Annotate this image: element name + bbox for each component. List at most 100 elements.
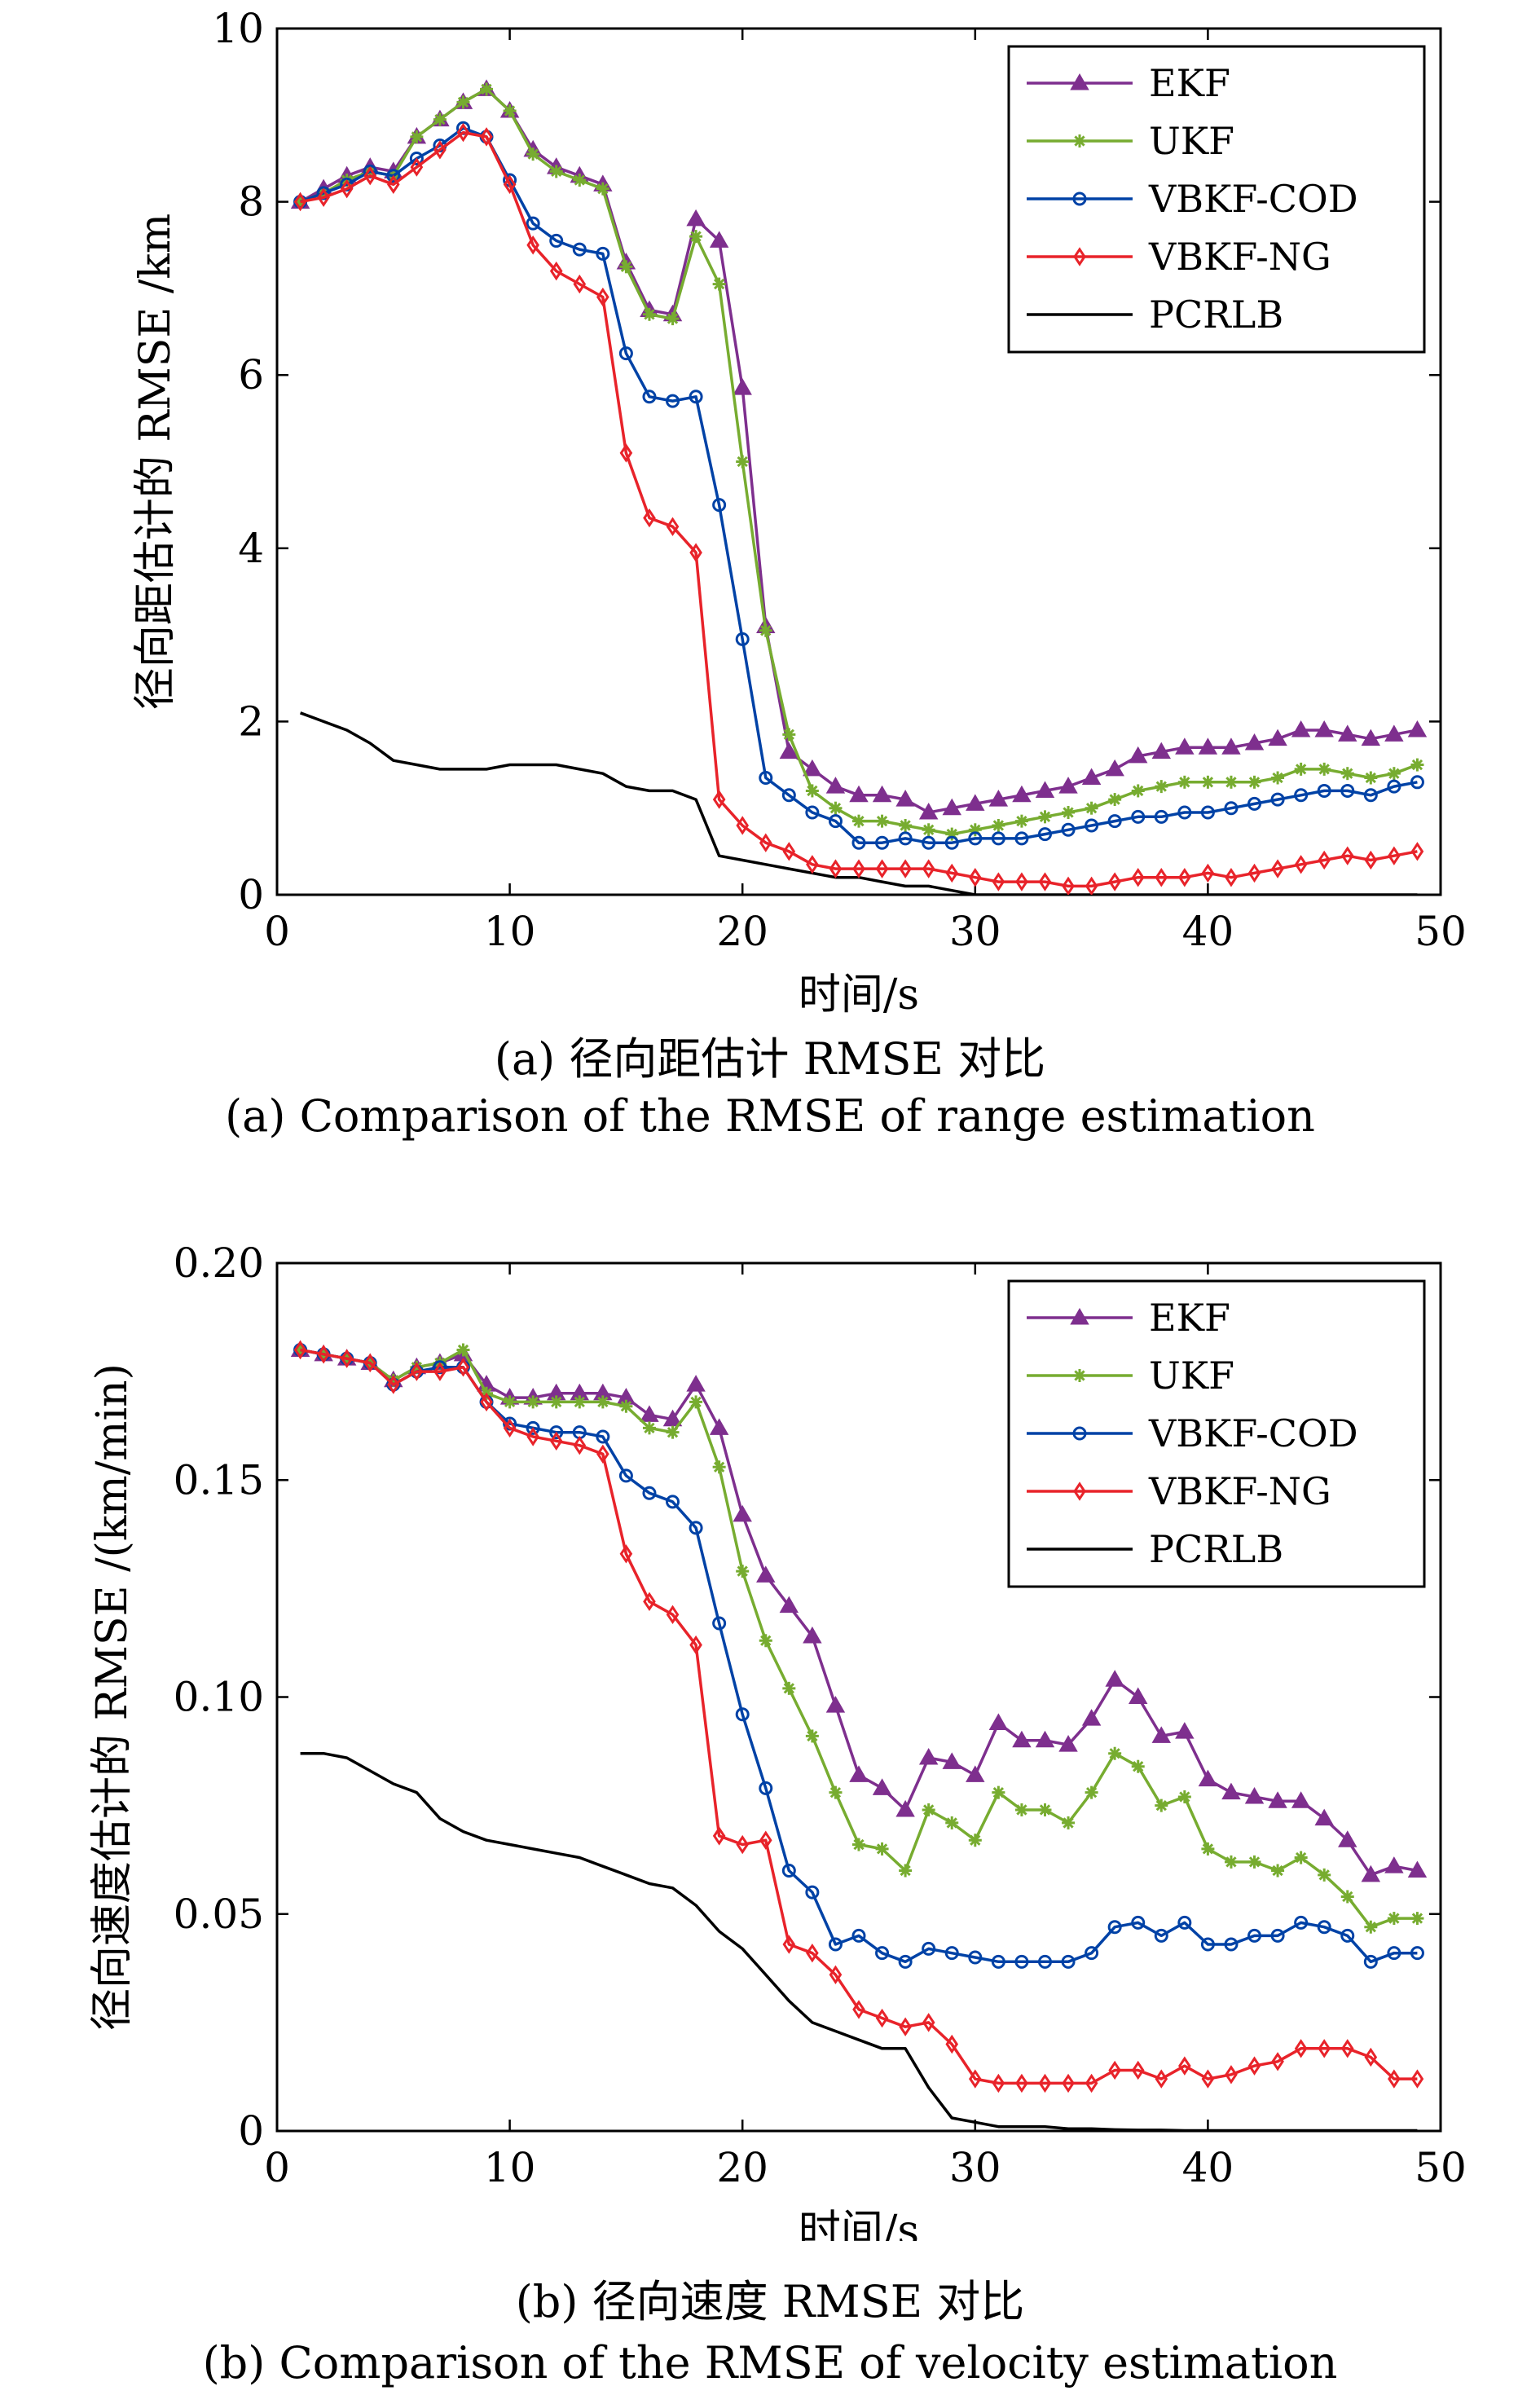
data-point [409, 151, 424, 165]
data-point [1224, 1855, 1238, 1869]
data-point [1244, 1786, 1265, 1804]
data-point [829, 1785, 843, 1799]
data-point [1340, 1890, 1354, 1904]
legend-marker [1070, 1307, 1089, 1325]
data-point [1294, 2039, 1308, 2058]
figure-velocity-rmse: 0 10 20 30 40 50 0 0.05 0.10 0.15 0.20 时间/s 径向速度估计的 … [0, 1222, 1540, 2395]
data-point [968, 1834, 982, 1847]
data-point [1131, 2060, 1145, 2080]
x-tick-label: 30 [949, 2144, 1001, 2191]
data-point [293, 192, 307, 212]
data-point [1015, 2073, 1028, 2093]
data-point [410, 157, 424, 177]
legend-marker [1073, 1369, 1086, 1382]
data-point [1128, 1687, 1148, 1704]
data-point [1085, 1785, 1098, 1799]
data-point [825, 777, 846, 794]
legend-marker [1073, 134, 1086, 147]
data-point [1314, 720, 1334, 737]
data-point [852, 2000, 865, 2019]
data-point [642, 1486, 657, 1500]
data-point [1131, 1759, 1145, 1773]
data-point [781, 1864, 796, 1878]
data-point [549, 1431, 563, 1451]
data-point [1271, 771, 1285, 785]
data-point [944, 1946, 959, 1961]
data-point [918, 1748, 939, 1765]
data-point [1270, 792, 1285, 807]
data-point [1107, 1920, 1122, 1935]
data-point [596, 1444, 609, 1464]
data-point [1338, 724, 1357, 742]
data-point [1364, 850, 1378, 870]
data-point [549, 233, 564, 248]
data-point [643, 1592, 656, 1612]
figure-range-rmse: 0 10 20 30 40 50 0 2 4 6 8 10 时间/s 径向距估计的 RMSE /km EKF… [0, 0, 1540, 1142]
data-point [992, 1785, 1005, 1799]
data-point [1014, 1803, 1028, 1816]
data-point [1221, 737, 1241, 755]
data-point [573, 274, 587, 294]
x-axis-label: 时间/s [799, 971, 919, 1019]
data-point [619, 1399, 633, 1413]
data-point [1085, 876, 1098, 895]
data-point [503, 174, 517, 195]
data-point [1154, 809, 1168, 824]
x-tick-label: 20 [716, 2144, 768, 2191]
data-point [1014, 1954, 1029, 1969]
data-point [1388, 2069, 1401, 2089]
data-point [899, 1864, 913, 1878]
data-point [1178, 2056, 1191, 2076]
data-point [1387, 767, 1401, 781]
data-point [1108, 2060, 1121, 2080]
data-point [410, 130, 424, 143]
data-point [293, 1340, 307, 1360]
data-point [712, 277, 726, 291]
data-point [1384, 1856, 1404, 1873]
legend-label: UKF [1149, 1354, 1234, 1398]
data-point [1038, 2073, 1052, 2093]
y-tick-label: 0.15 [174, 1456, 264, 1503]
data-point [433, 140, 447, 160]
data-point [782, 728, 796, 742]
data-point [895, 1799, 915, 1817]
data-point [1247, 775, 1261, 789]
data-point [899, 859, 912, 878]
legend-label: EKF [1149, 61, 1230, 105]
data-point [1318, 762, 1331, 776]
data-point [526, 1427, 539, 1446]
data-point [1198, 1769, 1218, 1787]
x-tick-label: 30 [949, 908, 1001, 955]
data-point [549, 1425, 564, 1440]
data-point [992, 872, 1005, 892]
data-point [1061, 822, 1076, 837]
data-point [1058, 1735, 1078, 1752]
y-tick-label: 0.05 [174, 1891, 264, 1938]
data-point [1062, 806, 1076, 820]
data-point [922, 1941, 936, 1956]
data-point [942, 1752, 961, 1769]
y-tick-label: 0 [238, 871, 264, 918]
data-point [689, 1395, 703, 1409]
data-point [968, 2069, 982, 2089]
legend-label: VBKF-COD [1148, 177, 1358, 221]
y-tick-label: 2 [238, 698, 264, 745]
data-point [549, 261, 563, 281]
data-point [1155, 1798, 1168, 1812]
data-point [1155, 868, 1168, 887]
data-point [922, 823, 935, 837]
data-point [872, 785, 892, 803]
data-point [944, 835, 959, 850]
data-point [1177, 775, 1191, 789]
data-point [1224, 775, 1238, 789]
data-point [480, 82, 494, 96]
data-point [503, 1418, 517, 1438]
data-point [806, 855, 819, 874]
data-point [573, 1435, 587, 1455]
data-point [1038, 810, 1052, 824]
series-line-vbkf-ng [300, 1348, 1418, 2085]
data-point [1224, 801, 1239, 816]
data-point [1317, 1920, 1331, 1935]
data-point [596, 182, 609, 196]
data-point [1387, 1912, 1401, 1926]
